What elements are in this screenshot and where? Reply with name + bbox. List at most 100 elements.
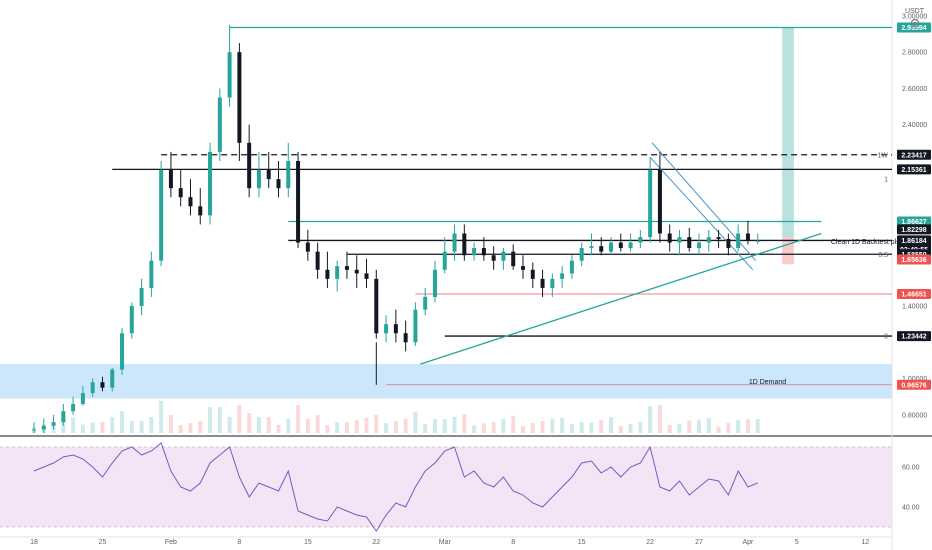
candle-body	[736, 233, 741, 249]
candle-body	[178, 188, 183, 198]
price-tag	[897, 149, 931, 160]
price-tag	[897, 288, 931, 299]
fib-level-label: 1W	[878, 152, 889, 159]
candle-body	[344, 266, 349, 270]
gear-icon[interactable]	[910, 18, 920, 28]
candle-body	[540, 278, 545, 288]
rsi-layer	[33, 442, 758, 532]
volume-bar	[491, 421, 496, 433]
header-layer: USDT	[905, 8, 925, 28]
candle-body	[217, 97, 222, 152]
candle-body	[149, 260, 154, 288]
volume-bar	[569, 424, 574, 433]
candle-body	[452, 233, 457, 252]
volume-bar	[208, 407, 213, 433]
volume-bar	[305, 419, 310, 433]
fib-level-label: 0	[884, 334, 888, 341]
candle-body	[354, 269, 359, 274]
volume-bar	[315, 415, 320, 433]
volume-bar	[159, 401, 164, 433]
volume-bar	[266, 417, 271, 433]
candle-body	[667, 233, 672, 243]
background-layer	[0, 27, 892, 527]
price-tick-label: 3.00000	[902, 13, 927, 20]
volume-bar	[481, 423, 486, 433]
candle-body	[61, 411, 66, 423]
candle-body	[286, 160, 291, 189]
volume-bar	[599, 419, 604, 433]
candle-body	[745, 233, 750, 241]
target-stop-zone	[782, 237, 794, 265]
volume-bar	[217, 407, 222, 433]
time-tick-label: 18	[30, 539, 38, 546]
candle-body	[432, 269, 437, 297]
time-tick-label: 8	[511, 539, 515, 546]
candle-body	[364, 273, 369, 279]
volume-bar	[110, 417, 115, 433]
volume-bar	[149, 417, 154, 433]
candle-body	[579, 248, 584, 261]
volume-bar	[61, 418, 66, 433]
volume-bar	[511, 415, 516, 433]
candle-body	[237, 52, 242, 143]
candle-body	[139, 287, 144, 307]
candle-body	[657, 170, 662, 234]
volume-bar	[168, 415, 173, 433]
candle-body	[315, 251, 320, 270]
price-tag-label: 1.86627	[901, 219, 926, 226]
price-tag	[897, 224, 931, 235]
volume-bar	[403, 419, 408, 433]
candle-body	[511, 251, 516, 267]
volume-bar	[501, 419, 506, 433]
rsi-line	[33, 442, 758, 532]
candle-body	[530, 269, 535, 279]
candle-body	[384, 324, 389, 334]
price-tick-label: 1.00000	[902, 376, 927, 383]
candle-body	[374, 278, 379, 334]
candle-body	[481, 248, 486, 256]
price-tag-label: 1.65636	[901, 257, 926, 264]
candle-body	[560, 273, 565, 279]
price-tag-label: 2.23417	[901, 152, 926, 159]
candle-body	[276, 179, 281, 189]
time-tick-label: 25	[99, 539, 107, 546]
rsi-band	[0, 447, 892, 527]
candle-body	[472, 248, 477, 256]
candle-body	[609, 242, 614, 252]
volume-bar	[198, 421, 203, 433]
ascending-trendline	[420, 232, 822, 365]
annotation-label: 1D Demand	[749, 379, 786, 386]
volume-bar	[335, 422, 340, 433]
candle-body	[41, 425, 46, 430]
time-tick-label: 15	[578, 539, 586, 546]
volume-bar	[755, 419, 760, 433]
volume-bar	[540, 421, 545, 433]
price-tag	[897, 254, 931, 265]
time-tick-label: 5	[795, 539, 799, 546]
volume-bar	[648, 406, 653, 433]
price-tag	[897, 331, 931, 342]
candle-body	[403, 333, 408, 343]
volume-bar	[247, 413, 252, 433]
volume-bar	[393, 421, 398, 433]
candle-body	[726, 238, 731, 249]
candle-body	[697, 242, 702, 249]
volume-bar	[697, 419, 702, 433]
candle-body	[51, 422, 56, 426]
time-tick-label: 27	[695, 539, 703, 546]
candle-body	[442, 251, 447, 270]
candle-body	[129, 306, 134, 334]
time-tick-label: 22	[646, 539, 654, 546]
time-tick-label: 8	[237, 539, 241, 546]
candle-body	[628, 242, 633, 249]
candle-body	[677, 237, 682, 243]
volume-bar	[325, 425, 330, 433]
candle-body	[550, 278, 555, 288]
volume-bar	[374, 415, 379, 433]
rsi-tick-label: 60.00	[902, 465, 920, 472]
candles-layer	[32, 24, 760, 433]
volume-bar	[344, 422, 349, 433]
